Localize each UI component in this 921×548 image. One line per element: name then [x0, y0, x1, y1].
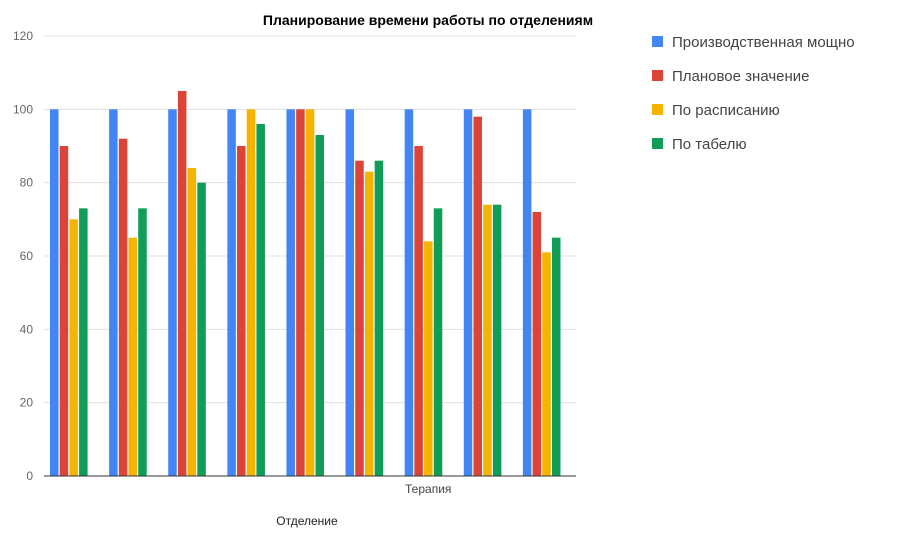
legend-label: По расписанию: [672, 102, 780, 119]
bar: [118, 138, 128, 476]
legend: Производственная мощно Плановое значение П…: [652, 34, 855, 153]
bar: [256, 124, 265, 476]
bar: [414, 146, 423, 476]
bar: [364, 171, 374, 476]
y-tick-label: 40: [20, 322, 34, 336]
bar: [492, 204, 502, 476]
y-tick-label: 100: [13, 102, 33, 116]
y-tick-label: 120: [13, 29, 33, 43]
bar: [551, 237, 561, 476]
bar: [522, 109, 532, 476]
legend-label: По табелю: [672, 136, 747, 153]
x-axis-ticks: Терапия: [405, 482, 451, 496]
bar: [374, 160, 384, 476]
bar: [128, 237, 138, 476]
bar: [404, 109, 414, 476]
x-axis-title: Отделение: [276, 514, 338, 528]
bar: [483, 204, 492, 476]
bar: [305, 109, 315, 476]
legend-swatch: [652, 36, 663, 47]
bar: [59, 146, 69, 476]
bar: [197, 182, 206, 476]
legend-swatch: [652, 138, 663, 149]
bar: [50, 109, 59, 476]
bar: [542, 252, 551, 476]
bar: [296, 109, 305, 476]
bar: [355, 160, 364, 476]
bar: [473, 116, 482, 477]
y-tick-label: 80: [20, 176, 34, 190]
bar: [463, 109, 473, 476]
legend-swatch: [652, 70, 663, 81]
bar: [187, 168, 197, 476]
bar: [69, 219, 78, 477]
y-tick-label: 0: [26, 469, 33, 483]
bar: [345, 109, 355, 476]
legend-swatch: [652, 104, 663, 115]
bar: [109, 109, 118, 476]
bar: [177, 91, 187, 476]
bar: [79, 208, 88, 477]
y-axis-ticks: 0 20 40 60 80 100 120: [13, 29, 33, 483]
bar: [532, 212, 542, 476]
x-tick-label: Терапия: [405, 482, 451, 496]
bar: [168, 109, 177, 476]
bar: [227, 109, 236, 476]
bar: [246, 109, 256, 476]
bar: [237, 146, 246, 476]
chart-title: Планирование времени работы по отделения…: [263, 12, 593, 28]
bar: [315, 135, 325, 476]
y-tick-label: 60: [20, 249, 34, 263]
bar: [138, 208, 147, 477]
bars: [50, 91, 561, 477]
legend-label: Плановое значение: [672, 68, 810, 85]
bar: [433, 208, 443, 477]
legend-label: Производственная мощно: [672, 34, 855, 51]
bar: [286, 109, 295, 476]
y-tick-label: 20: [20, 396, 34, 410]
bar: [424, 241, 433, 476]
